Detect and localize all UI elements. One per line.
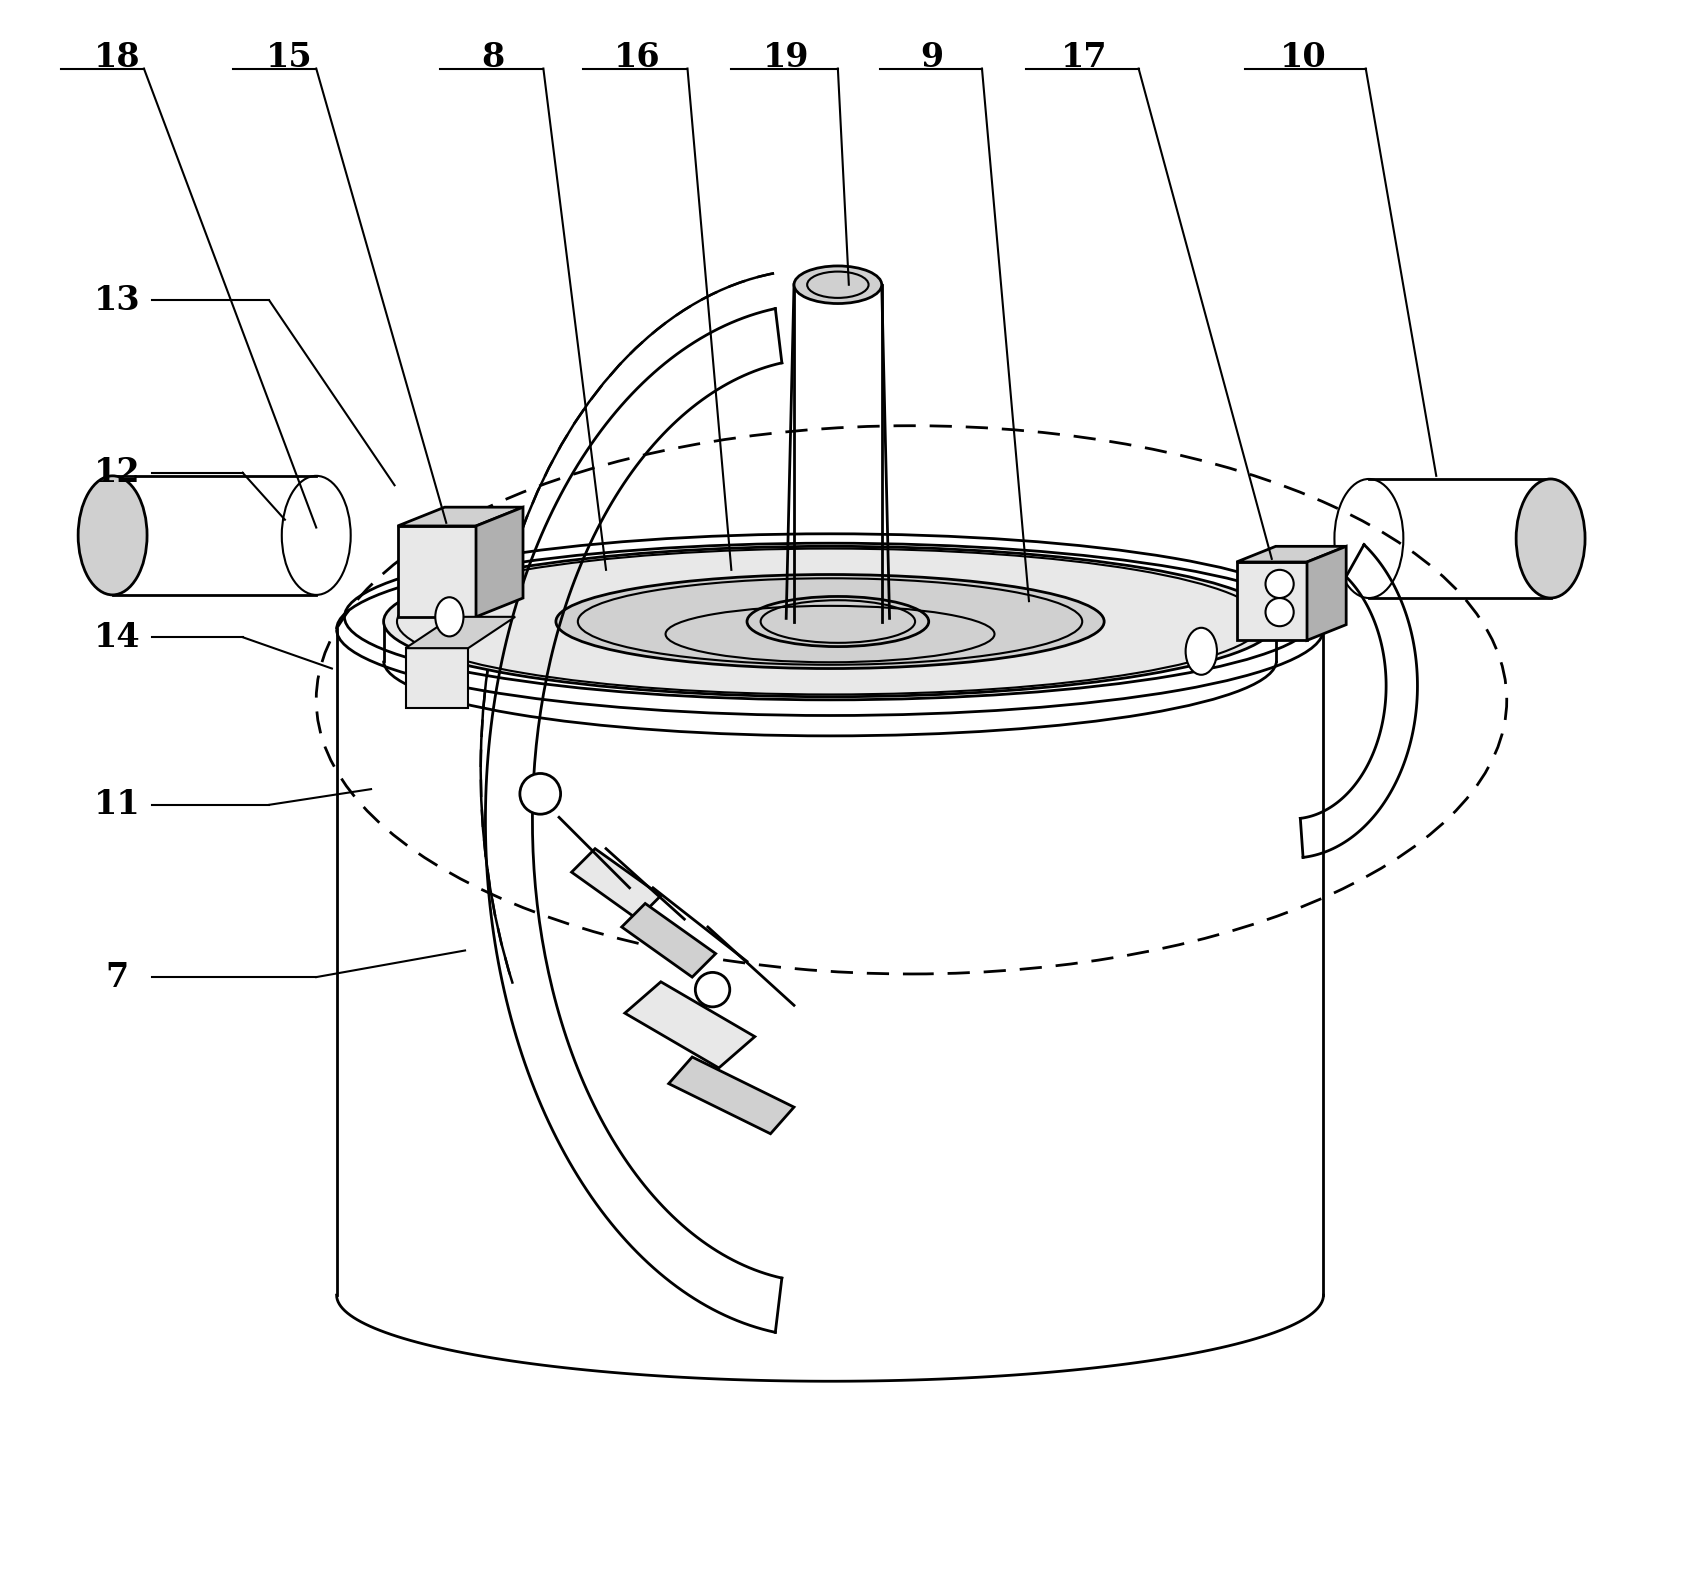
Ellipse shape <box>557 574 1103 668</box>
Polygon shape <box>1236 547 1346 563</box>
Polygon shape <box>622 904 715 978</box>
Text: 7: 7 <box>106 960 130 994</box>
Text: 8: 8 <box>481 41 505 74</box>
Text: 18: 18 <box>94 41 141 74</box>
Ellipse shape <box>77 476 146 594</box>
Text: 14: 14 <box>94 621 141 654</box>
Text: 13: 13 <box>94 285 141 318</box>
Polygon shape <box>405 616 515 648</box>
Polygon shape <box>397 508 523 527</box>
Polygon shape <box>476 508 523 616</box>
Text: 9: 9 <box>920 41 944 74</box>
Polygon shape <box>572 849 661 920</box>
Polygon shape <box>669 1056 794 1133</box>
Ellipse shape <box>794 266 881 303</box>
Polygon shape <box>397 527 476 616</box>
Ellipse shape <box>1186 627 1218 674</box>
Ellipse shape <box>747 596 928 646</box>
Text: 16: 16 <box>614 41 661 74</box>
Circle shape <box>695 973 730 1008</box>
Polygon shape <box>624 982 755 1067</box>
Polygon shape <box>1307 547 1346 640</box>
Text: 10: 10 <box>1280 41 1327 74</box>
Text: 19: 19 <box>764 41 809 74</box>
Text: 17: 17 <box>1060 41 1107 74</box>
Circle shape <box>1265 569 1293 597</box>
Polygon shape <box>1236 563 1307 640</box>
Text: 11: 11 <box>94 788 141 821</box>
Polygon shape <box>405 648 468 707</box>
Ellipse shape <box>1515 479 1584 597</box>
Circle shape <box>1265 597 1293 626</box>
Ellipse shape <box>383 547 1277 696</box>
Circle shape <box>520 773 560 814</box>
Ellipse shape <box>436 597 464 637</box>
Text: 12: 12 <box>94 456 141 489</box>
Text: 15: 15 <box>266 41 313 74</box>
